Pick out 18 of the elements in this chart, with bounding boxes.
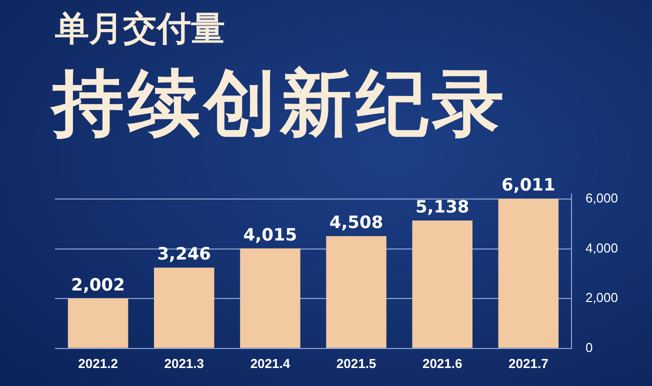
data-label: 4,508 [329,213,384,234]
y-tick-label: 4,000 [585,240,618,256]
data-label: 6,011 [502,176,556,196]
x-tick-label: 2021.6 [422,356,462,371]
x-tick-label: 2021.4 [250,356,291,371]
x-tick-label: 2021.2 [78,356,118,371]
y-tick-label: 6,000 [585,190,618,206]
chart-subtitle: 持续创新纪录 [52,60,508,147]
y-tick-label: 2,000 [585,290,618,306]
x-tick-label: 2021.7 [508,356,548,371]
chart-title: 单月交付量 [55,8,225,51]
data-label: 5,138 [415,197,470,218]
data-label: 2,002 [71,275,125,296]
x-tick-label: 2021.3 [164,356,204,371]
y-tick-label: 0 [585,340,593,355]
x-tick-label: 2021.5 [336,356,376,371]
data-label: 3,246 [157,244,212,264]
data-label: 4,015 [243,225,298,246]
